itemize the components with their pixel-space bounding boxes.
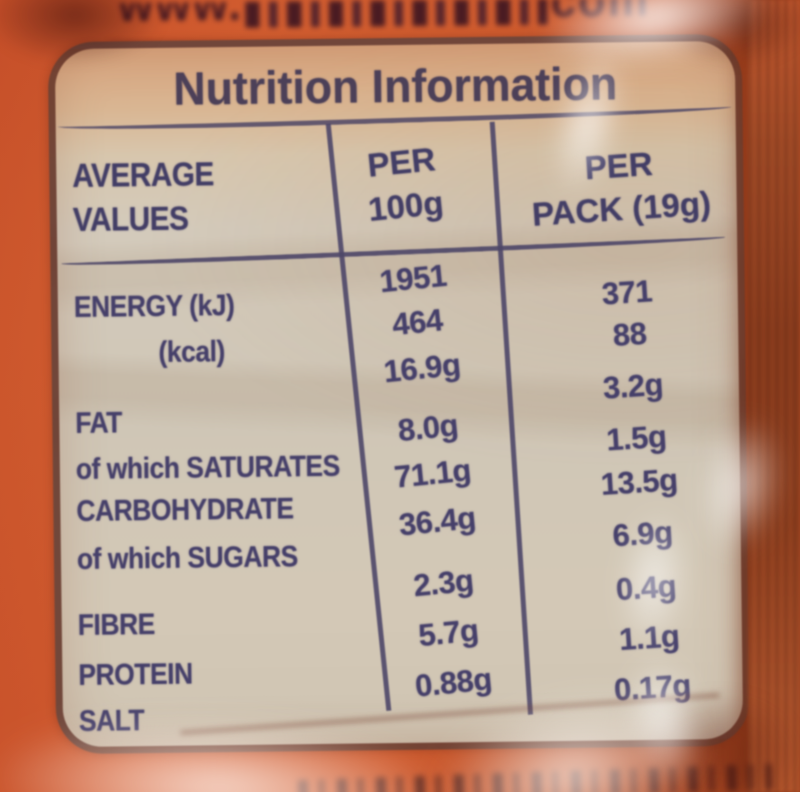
value-per100g-energy-kcal: 464 — [390, 302, 445, 343]
value-perpack-saturates: 1.5g — [605, 418, 668, 458]
value-per100g-fibre: 2.3g — [411, 562, 476, 604]
nutrition-panel: Nutrition Information AVERAGE VALUES ENE… — [47, 33, 751, 755]
value-per100g-sugars: 36.4g — [397, 499, 478, 543]
row-label-saturates: of which SATURATES — [75, 449, 340, 486]
value-perpack-energy-kcal: 88 — [611, 315, 648, 353]
value-perpack-fat: 3.2g — [601, 366, 665, 406]
row-label-fat: FAT — [75, 406, 123, 440]
row-label-carbohydrate: CARBOHYDRATE — [76, 492, 294, 528]
url-prefix: www. — [117, 0, 244, 33]
table-header-per-pack: PER PACK (19g) — [530, 144, 712, 233]
value-per100g-carbohydrate: 71.1g — [392, 452, 473, 495]
value-perpack-carbohydrate: 13.5g — [599, 462, 679, 502]
row-label-protein: PROTEIN — [78, 657, 193, 692]
row-label-energy-kj: ENERGY (kJ) — [73, 289, 235, 324]
package-edge-shadow — [748, 0, 800, 792]
value-per100g-protein: 5.7g — [416, 612, 480, 654]
value-perpack-sugars: 6.9g — [611, 514, 674, 554]
column-per-pack: PER PACK (19g) 371 88 3.2g 1.5g 13.5g 6.… — [491, 35, 775, 739]
table-header-average-values: AVERAGE VALUES — [72, 155, 215, 238]
row-label-salt: SALT — [78, 704, 145, 738]
value-per100g-salt: 0.88g — [413, 661, 494, 704]
url-suffix: com — [550, 0, 651, 28]
column-average-values: AVERAGE VALUES ENERGY (kJ) (kcal) FAT of… — [71, 46, 340, 739]
value-per100g-saturates: 8.0g — [396, 407, 460, 449]
url-illegible-letters — [244, 0, 548, 28]
value-perpack-protein: 1.1g — [618, 618, 681, 658]
bottom-cutoff-text-marks — [297, 763, 773, 792]
table-header-per-100g: PER 100g — [365, 140, 445, 228]
value-per100g-fat: 16.9g — [382, 346, 462, 390]
row-label-sugars: of which SUGARS — [76, 540, 298, 576]
row-label-energy-kcal: (kcal) — [158, 335, 226, 369]
value-perpack-fibre: 0.4g — [614, 568, 678, 608]
row-label-fibre: FIBRE — [77, 608, 155, 642]
